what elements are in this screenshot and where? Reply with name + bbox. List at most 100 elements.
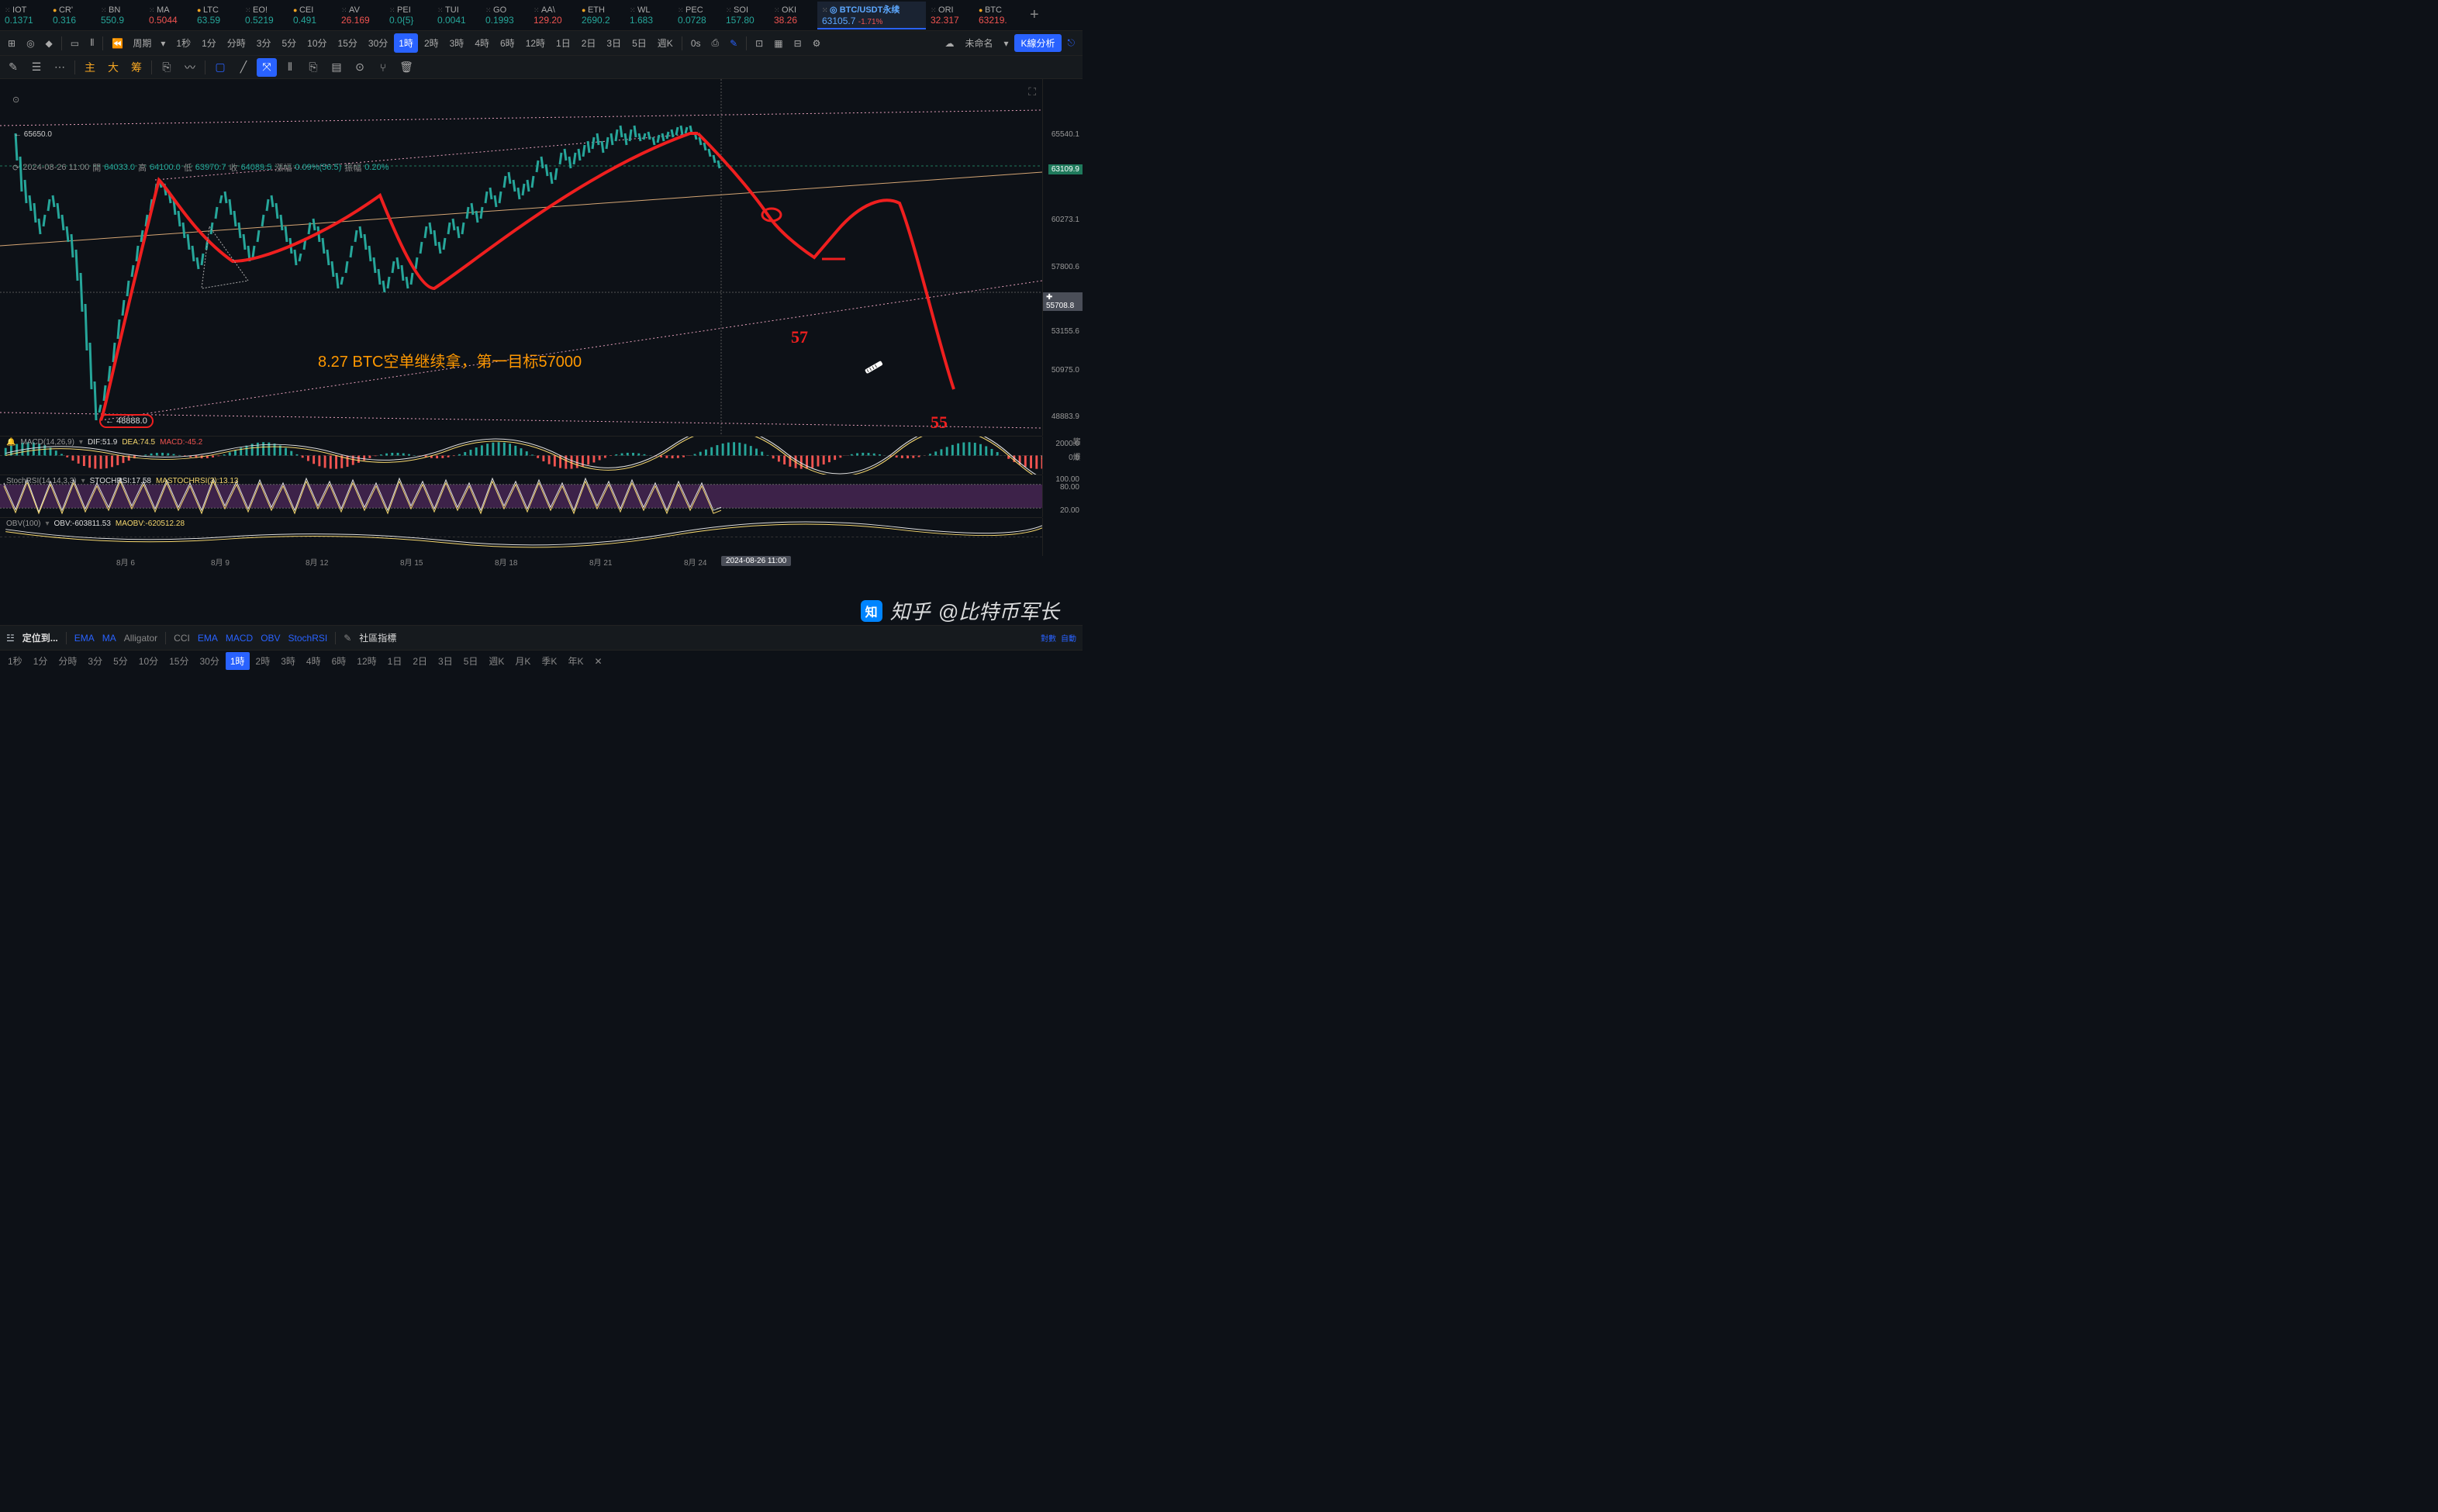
obv-pane[interactable]: OBV(100)▾ OBV:-603811.53 MAOBV:-620512.2… <box>0 517 1042 556</box>
timeframe-button[interactable]: 6時 <box>327 652 351 670</box>
timeframe-button[interactable]: 2日 <box>408 652 432 670</box>
timeframe-button[interactable]: 1秒 <box>3 652 27 670</box>
timeframe-button[interactable]: 1分 <box>29 652 53 670</box>
timeframe-button[interactable]: 3分 <box>83 652 107 670</box>
grid2-icon[interactable]: ▦ <box>769 35 787 52</box>
macd-header[interactable]: 🔔MACD(14,26,9)▾ DIF:51.9 DEA:74.5 MACD:-… <box>6 438 202 447</box>
timeframe-button[interactable]: 10分 <box>302 33 331 53</box>
ticker-item[interactable]: PEC0.0728 <box>673 4 721 27</box>
timeframe-button[interactable]: 分時 <box>223 33 250 53</box>
indicator-item[interactable]: Alligator <box>124 633 157 644</box>
community-indicators[interactable]: 社區指標 <box>359 631 396 644</box>
timeframe-button[interactable]: 年K <box>563 652 588 670</box>
ticker-item[interactable]: ETH2690.2 <box>577 4 625 27</box>
cloud-icon[interactable]: ☁ <box>940 35 958 52</box>
indicator-item[interactable]: MACD <box>226 633 253 644</box>
timeframe-button[interactable]: 6時 <box>496 33 520 53</box>
timeframe-button[interactable]: 3日 <box>602 33 626 53</box>
timeframe-button[interactable]: 1日 <box>383 652 407 670</box>
camera-icon[interactable]: ⎙ <box>707 34 724 52</box>
timeframe-button[interactable]: 30分 <box>195 652 223 670</box>
ticker-item[interactable]: CR'0.316 <box>48 4 96 27</box>
ticker-item[interactable]: BTC63219. <box>974 4 1022 27</box>
timeframe-button[interactable]: 分時 <box>54 652 81 670</box>
locate-button[interactable]: 定位到... <box>22 631 58 644</box>
ticker-item[interactable]: CEI0.491 <box>288 4 337 27</box>
active-ticker[interactable]: ◎ BTC/USDT永续 63105.7 -1.71% <box>817 2 926 29</box>
timeframe-button[interactable]: 3分 <box>252 33 276 53</box>
ticker-item[interactable]: BN550.9 <box>96 4 144 27</box>
trash-icon[interactable]: 🗑 <box>396 58 416 77</box>
timeframe-button[interactable]: 4時 <box>302 652 326 670</box>
bars-tool-icon[interactable]: ⦀ <box>280 58 300 77</box>
alert-icon[interactable]: ◆ <box>41 35 57 52</box>
lines-icon[interactable]: ☰ <box>26 58 47 77</box>
timeframe-button[interactable]: ✕ <box>589 654 606 669</box>
timeframe-button[interactable]: 3時 <box>445 33 469 53</box>
bao-label[interactable]: 爆 <box>1069 453 1081 461</box>
timeframe-button[interactable]: 週K <box>653 33 678 53</box>
timeframe-button[interactable]: 15分 <box>164 652 193 670</box>
main-label[interactable]: 主 <box>80 58 100 77</box>
timeframe-button[interactable]: 3時 <box>276 652 300 670</box>
timeframe-button[interactable]: 1日 <box>551 33 575 53</box>
timeframe-button[interactable]: 5分 <box>277 33 301 53</box>
ticker-item[interactable]: TUI0.0041 <box>433 4 481 27</box>
fib-tool-icon[interactable]: ⤧ <box>257 58 277 77</box>
ticker-item[interactable]: MA0.5044 <box>144 4 192 27</box>
more-icon[interactable]: ⋯ <box>50 58 70 77</box>
share-icon[interactable]: ⎋ <box>1063 34 1080 52</box>
indicator-item[interactable]: MA <box>102 633 116 644</box>
x-axis[interactable]: 2024-08-26 11:00 8月 68月 98月 128月 158月 18… <box>0 556 1042 571</box>
calendar-icon[interactable]: ▭ <box>66 35 84 52</box>
ticker-item[interactable]: AA\129.20 <box>529 4 577 27</box>
timeframe-button[interactable]: 12時 <box>521 33 550 53</box>
timeframe-button[interactable]: 15分 <box>333 33 362 53</box>
timeframe-button[interactable]: 2日 <box>577 33 601 53</box>
indicator-item[interactable]: OBV <box>261 633 280 644</box>
timeframe-button[interactable]: 1分 <box>197 33 221 53</box>
period-dropdown-icon[interactable]: ▾ <box>156 35 170 52</box>
ticker-item[interactable]: IOT0.1371 <box>0 4 48 27</box>
timeframe-button[interactable]: 1秒 <box>171 33 195 53</box>
log-button[interactable]: 對數 <box>1041 632 1056 644</box>
settings-icon[interactable]: ⚙ <box>808 35 826 52</box>
period-label[interactable]: 周期 <box>129 36 154 50</box>
note-tool-icon[interactable]: ▤ <box>326 58 347 77</box>
timeframe-button[interactable]: 3日 <box>433 652 458 670</box>
timeframe-button[interactable]: 1時 <box>394 33 418 53</box>
timeframe-button[interactable]: 週K <box>484 652 509 670</box>
ticker-item[interactable]: EO!0.5219 <box>240 4 288 27</box>
timeframe-button[interactable]: 2時 <box>420 33 444 53</box>
rect-tool-icon[interactable]: ▢ <box>210 58 230 77</box>
ticker-item[interactable]: GO0.1993 <box>481 4 529 27</box>
refresh-icon[interactable]: ⟳ <box>12 163 19 173</box>
columns-icon[interactable]: ⦀ <box>85 34 98 52</box>
add-ticker-button[interactable]: + <box>1022 6 1047 24</box>
ticker-item[interactable]: SOI157.80 <box>721 4 769 27</box>
price-pane[interactable]: 65650.0 48888.0 8.27 BTC空单继续拿，第一目标57000 … <box>0 79 1042 436</box>
timeframe-button[interactable]: 1時 <box>226 652 250 670</box>
timeframe-button[interactable]: 2時 <box>251 652 275 670</box>
obv-header[interactable]: OBV(100)▾ OBV:-603811.53 MAOBV:-620512.2… <box>6 520 185 528</box>
timeframe-button[interactable]: 10分 <box>134 652 163 670</box>
ticker-item[interactable]: PEI0.0{5} <box>385 4 433 27</box>
edit-indicators-icon[interactable]: ✎ <box>344 633 351 644</box>
filter-icon[interactable]: ⑂ <box>373 58 393 77</box>
layout-icon[interactable]: ⊞ <box>3 35 20 52</box>
chip-label[interactable]: 筹 <box>126 58 147 77</box>
untitled-label[interactable]: 未命名 <box>960 33 997 53</box>
indicator-item[interactable]: CCI <box>174 633 190 644</box>
brush-icon[interactable]: 〰 <box>180 58 200 77</box>
auto-button[interactable]: 自動 <box>1061 632 1076 644</box>
countdown-label[interactable]: 0s <box>686 35 706 52</box>
untitled-dropdown-icon[interactable]: ▾ <box>999 35 1013 52</box>
timeframe-button[interactable]: 月K <box>510 652 535 670</box>
copy-tool-icon[interactable]: ⎘ <box>303 58 323 77</box>
list-icon[interactable]: ☳ <box>6 633 15 644</box>
timeframe-button[interactable]: 5日 <box>459 652 483 670</box>
ticker-item[interactable]: ORI32.317 <box>926 4 974 27</box>
trend-label[interactable]: 趨 <box>1069 437 1081 445</box>
indicator-item[interactable]: EMA <box>198 633 218 644</box>
price-axis[interactable]: 63109.9 ✚ 55708.8 65540.160273.157800.65… <box>1042 79 1083 436</box>
